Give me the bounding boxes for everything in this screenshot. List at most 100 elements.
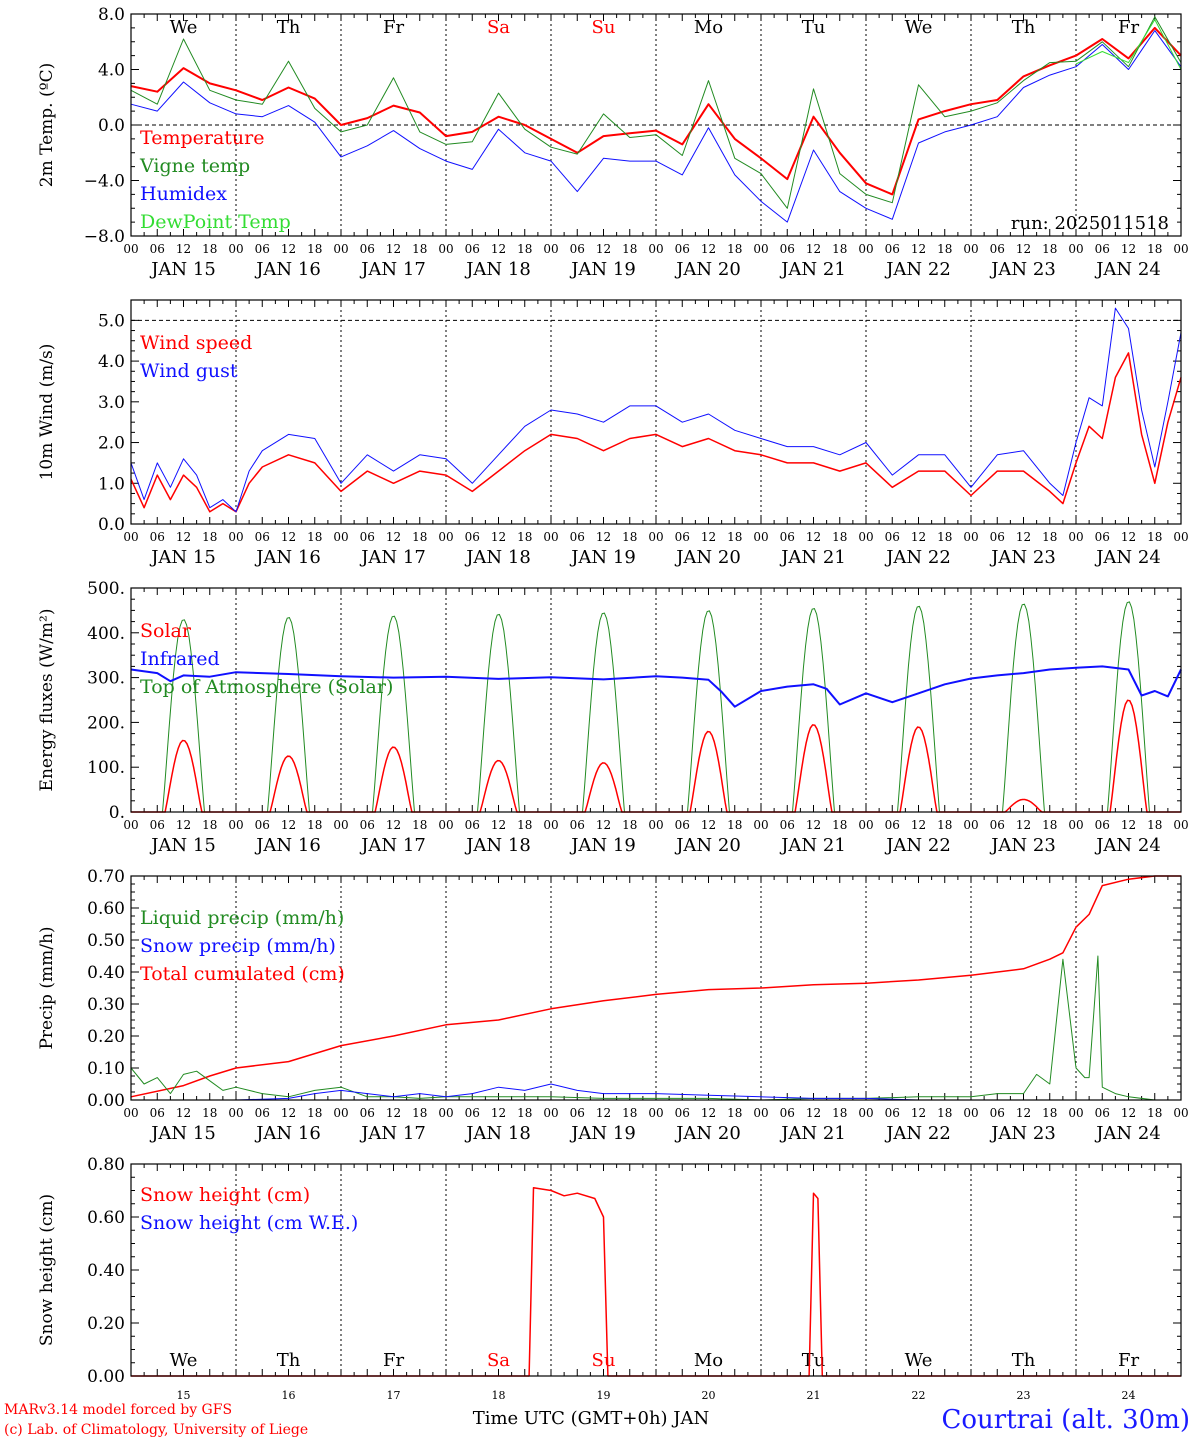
y-tick-label: 0.40 (87, 1261, 125, 1281)
day-number-label: 20 (702, 1389, 716, 1402)
hour-tick-label: 12 (1121, 530, 1136, 544)
date-label: JAN 19 (569, 1123, 636, 1144)
hour-tick-label: 18 (937, 818, 952, 832)
y-tick-label: 300. (87, 669, 125, 689)
hour-tick-label: 06 (885, 1106, 900, 1120)
y-tick-label: 200. (87, 713, 125, 733)
hour-tick-label: 06 (1095, 1106, 1110, 1120)
date-label: JAN 20 (674, 259, 741, 280)
hour-tick-label: 12 (701, 530, 716, 544)
date-label: JAN 23 (989, 835, 1056, 856)
legend-entry: Top of Atmosphere (Solar) (140, 676, 393, 698)
hour-tick-label: 12 (176, 1106, 191, 1120)
day-number-label: 21 (807, 1389, 821, 1402)
model-credit: MARv3.14 model forced by GFS (4, 1402, 232, 1418)
hour-tick-label: 06 (150, 530, 165, 544)
hour-tick-label: 06 (255, 818, 270, 832)
hour-tick-label: 06 (255, 1106, 270, 1120)
temperature-line (130, 26, 1182, 196)
hour-tick-label: 06 (255, 530, 270, 544)
weekday-label: Fr (383, 17, 404, 38)
y-axis-title: Energy fluxes (W/m²) (37, 609, 57, 792)
y-tick-label: 0.60 (87, 1208, 125, 1228)
hour-tick-label: 00 (858, 530, 873, 544)
hour-tick-label: 00 (543, 818, 558, 832)
humidex-line (130, 30, 1182, 223)
hour-tick-label: 12 (596, 1106, 611, 1120)
weekday-label: We (905, 17, 933, 38)
date-label: JAN 24 (1094, 1123, 1161, 1144)
hour-tick-label: 18 (727, 818, 742, 832)
hour-tick-label: 18 (517, 242, 532, 256)
hour-tick-label: 00 (1068, 242, 1083, 256)
hour-tick-label: 00 (438, 530, 453, 544)
date-label: JAN 19 (569, 835, 636, 856)
hour-tick-label: 00 (438, 242, 453, 256)
y-tick-label: 100. (87, 758, 125, 778)
day-number-label: 24 (1122, 1389, 1136, 1402)
date-label: JAN 24 (1094, 547, 1161, 568)
hour-tick-label: 06 (465, 1106, 480, 1120)
panel-frame (130, 1163, 1182, 1377)
total-cumulated-cm-line (130, 875, 1181, 1098)
hour-tick-label: 12 (1121, 1106, 1136, 1120)
hour-tick-label: 18 (1147, 818, 1162, 832)
hour-tick-label: 12 (701, 818, 716, 832)
lab-credit: (c) Lab. of Climatology, University of L… (4, 1422, 308, 1438)
date-label: JAN 20 (674, 547, 741, 568)
legend-entry: Wind gust (140, 360, 238, 382)
infrared-line (130, 665, 1182, 708)
hour-tick-label: 12 (1016, 242, 1031, 256)
dewpoint-temp-line (1075, 19, 1182, 70)
hour-tick-label: 12 (911, 1106, 926, 1120)
hour-tick-label: 00 (1173, 818, 1188, 832)
y-tick-label: 0. (109, 803, 125, 823)
hour-tick-label: 12 (806, 530, 821, 544)
hour-tick-label: 00 (438, 1106, 453, 1120)
wind-speed-line (130, 352, 1182, 513)
hour-tick-label: 06 (360, 242, 375, 256)
date-label: JAN 20 (674, 835, 741, 856)
hour-tick-label: 12 (491, 530, 506, 544)
weekday-label: Tu (802, 17, 826, 38)
hour-tick-label: 00 (1068, 818, 1083, 832)
hour-tick-label: 00 (123, 242, 138, 256)
hour-tick-label: 18 (412, 818, 427, 832)
weekday-label: Th (277, 1350, 301, 1371)
hour-tick-label: 18 (937, 530, 952, 544)
hour-tick-label: 06 (990, 242, 1005, 256)
legend-entry: Solar (140, 620, 192, 642)
legend-entry: Wind speed (140, 332, 252, 354)
hour-tick-label: 18 (937, 242, 952, 256)
hour-tick-label: 18 (1042, 1106, 1057, 1120)
hour-tick-label: 12 (701, 1106, 716, 1120)
date-label: JAN 18 (464, 547, 531, 568)
legend-entry: DewPoint Temp (140, 211, 291, 233)
hour-tick-label: 00 (963, 1106, 978, 1120)
hour-tick-label: 18 (1042, 530, 1057, 544)
hour-tick-label: 12 (491, 818, 506, 832)
hour-tick-label: 06 (465, 818, 480, 832)
y-tick-label: 4.0 (98, 61, 125, 81)
hour-tick-label: 00 (543, 1106, 558, 1120)
y-tick-label: 3.0 (98, 393, 125, 413)
y-tick-label: 0.30 (87, 995, 125, 1015)
weekday-label: Mo (694, 1350, 723, 1371)
day-number-label: 22 (912, 1389, 926, 1402)
y-tick-label: 0.70 (87, 867, 125, 887)
weekday-label: Su (592, 17, 616, 38)
hour-tick-label: 06 (570, 530, 585, 544)
hour-tick-label: 18 (1042, 242, 1057, 256)
snow-height-cm-line (131, 1187, 1181, 1377)
hour-tick-label: 12 (281, 242, 296, 256)
hour-tick-label: 12 (1121, 242, 1136, 256)
hour-tick-label: 00 (228, 1106, 243, 1120)
date-label: JAN 22 (884, 547, 951, 568)
date-label: JAN 24 (1094, 835, 1161, 856)
hour-tick-label: 06 (570, 1106, 585, 1120)
day-number-label: 23 (1017, 1389, 1031, 1402)
day-number-label: 19 (597, 1389, 611, 1402)
hour-tick-label: 18 (1147, 1106, 1162, 1120)
hour-tick-label: 18 (202, 530, 217, 544)
hour-tick-label: 18 (412, 1106, 427, 1120)
